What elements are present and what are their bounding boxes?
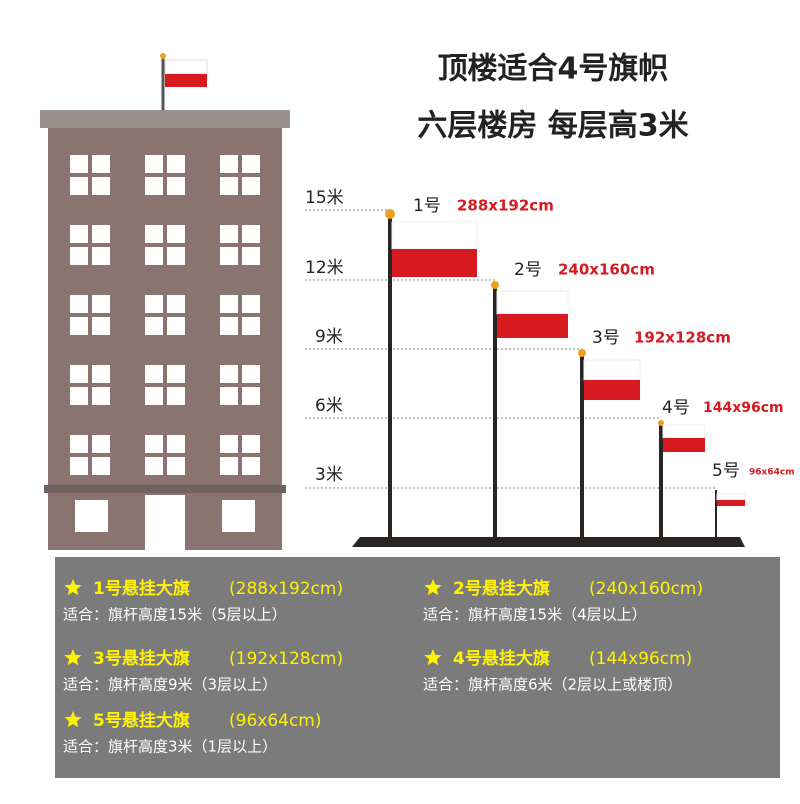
item-size: (240x160cm) [589,579,703,599]
item-desc: 适合：旗杆高度3米（1层以上） [63,738,277,756]
height-label: 6米 [315,396,343,416]
star-icon [64,579,82,596]
flag-number: 2号 [514,260,542,280]
flag-number: 1号 [413,196,441,216]
flag-number: 3号 [592,328,620,348]
item-desc: 适合：旗杆高度15米（4层以上） [423,606,647,624]
item-list: 1号悬挂大旗 (288x192cm) 适合：旗杆高度15米（5层以上） 2号悬挂大旗 (… [63,578,703,756]
star-icon [424,579,442,596]
flag-size: 192x128cm [634,329,731,347]
item-title: 3号悬挂大旗 [93,648,190,669]
info-panel [55,557,780,778]
item-size: (144x96cm) [589,649,692,669]
title: 顶楼适合4号旗帜 [438,52,669,87]
height-label: 12米 [305,258,344,278]
flag-size: 288x192cm [457,197,554,215]
pole-chart [305,209,746,547]
item-size: (96x64cm) [229,711,322,731]
star-icon [424,649,442,666]
item-desc: 适合：旗杆高度9米（3层以上） [63,676,277,694]
item-desc: 适合：旗杆高度6米（2层以上或楼顶） [423,676,682,694]
height-label: 9米 [315,327,343,347]
star-icon [64,711,82,728]
item-title: 1号悬挂大旗 [93,578,190,599]
item-desc: 适合：旗杆高度15米（5层以上） [63,606,287,624]
flag-number: 5号 [712,461,740,481]
height-label: 15米 [305,188,344,208]
item-size: (288x192cm) [229,579,343,599]
item-title: 5号悬挂大旗 [93,710,190,731]
windows [70,155,260,475]
item-title: 4号悬挂大旗 [453,648,550,669]
item-size: (192x128cm) [229,649,343,669]
flag-size: 240x160cm [558,261,655,279]
subtitle: 六层楼房 每层高3米 [417,109,688,144]
flag-size: 144x96cm [703,400,784,416]
flag-number: 4号 [662,398,690,418]
item-title: 2号悬挂大旗 [453,578,550,599]
star-icon [64,649,82,666]
height-label: 3米 [315,465,343,485]
flag-size: 96x64cm [749,468,795,478]
